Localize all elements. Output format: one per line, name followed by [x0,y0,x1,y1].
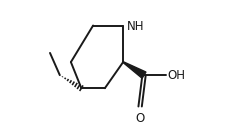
Text: NH: NH [126,20,143,33]
Text: OH: OH [167,69,185,82]
Text: O: O [135,112,144,125]
Polygon shape [122,62,145,78]
